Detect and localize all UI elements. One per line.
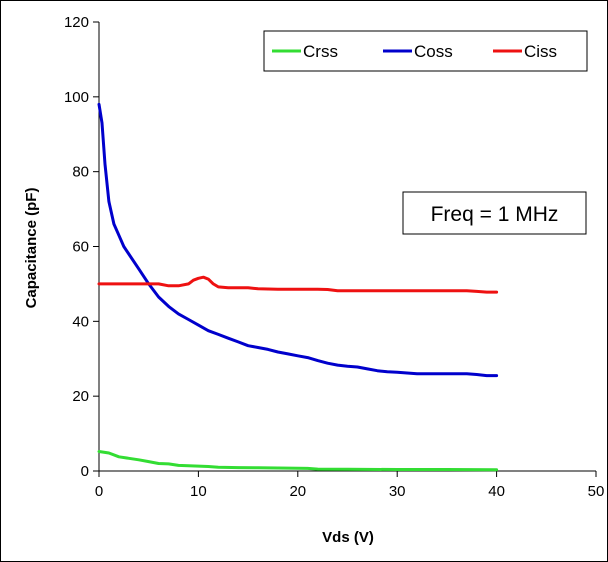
legend-label-ciss: Ciss	[524, 42, 557, 61]
y-tick-label: 0	[81, 463, 89, 480]
legend: Crss Coss Ciss	[263, 30, 588, 72]
y-axis-title: Capacitance (pF)	[23, 188, 40, 309]
y-tick-label: 100	[64, 89, 89, 106]
legend-label-coss: Coss	[414, 42, 453, 61]
series-line-coss	[97, 102, 499, 378]
series-lines	[97, 102, 499, 472]
frequency-annotation-box	[402, 191, 587, 235]
frequency-annotation: Freq = 1 MHz	[402, 191, 587, 235]
x-tick-label: 30	[389, 483, 406, 500]
series-line-ciss	[97, 275, 499, 294]
x-tick-label: 40	[488, 483, 505, 500]
x-tick-label: 10	[190, 483, 207, 500]
y-tick-label: 20	[72, 388, 89, 405]
series-line-crss	[97, 450, 499, 472]
y-tick-label: 40	[72, 313, 89, 330]
frequency-annotation-text: Freq = 1 MHz	[431, 203, 559, 226]
y-tick-label: 120	[64, 14, 89, 31]
legend-label-crss: Crss	[303, 42, 338, 61]
x-tick-label: 50	[588, 483, 605, 500]
x-axis-title: Vds (V)	[322, 529, 374, 546]
y-tick-label: 60	[72, 239, 89, 256]
y-tick-label: 80	[72, 164, 89, 181]
y-axis: 0 20 40 60 80 100 120	[64, 14, 100, 480]
legend-box	[263, 30, 588, 72]
x-axis: 0 10 20 30 40 50	[95, 470, 605, 500]
x-tick-label: 0	[95, 483, 103, 500]
x-tick-label: 20	[289, 483, 306, 500]
